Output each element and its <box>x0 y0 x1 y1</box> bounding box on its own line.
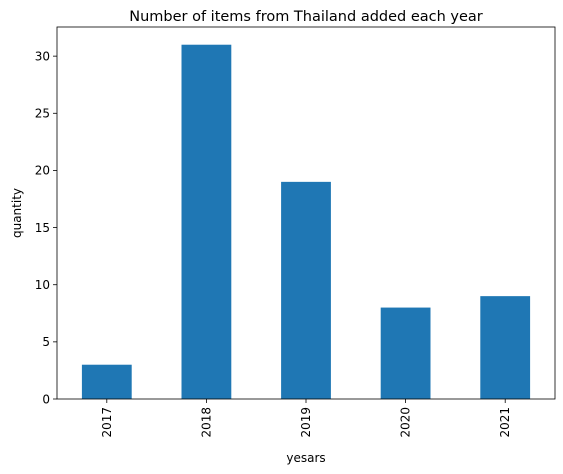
y-tick-label-10: 10 <box>35 278 50 292</box>
x-tick-label-2019: 2019 <box>299 407 313 438</box>
y-tick-label-30: 30 <box>35 49 50 63</box>
y-tick-label-0: 0 <box>42 392 50 406</box>
bar-2017 <box>82 365 132 399</box>
y-tick-label-25: 25 <box>35 107 50 121</box>
x-tick-label-2018: 2018 <box>199 407 213 438</box>
chart-title: Number of items from Thailand added each… <box>129 9 483 25</box>
bar-2021 <box>480 296 530 399</box>
x-axis-label: yesars <box>286 451 325 465</box>
y-axis-label: quantity <box>10 188 24 238</box>
bar-2018 <box>182 45 232 399</box>
y-tick-label-5: 5 <box>42 335 50 349</box>
x-tick-label-2017: 2017 <box>100 407 114 438</box>
x-tick-label-2020: 2020 <box>399 407 413 438</box>
bar-2020 <box>381 308 431 399</box>
bar-2019 <box>281 182 331 399</box>
y-tick-label-20: 20 <box>35 164 50 178</box>
x-tick-label-2021: 2021 <box>498 407 512 438</box>
plot-area: 2017 2018 2019 2020 2021 0 5 10 15 20 25 30 <box>35 27 555 438</box>
y-tick-label-15: 15 <box>35 221 50 235</box>
